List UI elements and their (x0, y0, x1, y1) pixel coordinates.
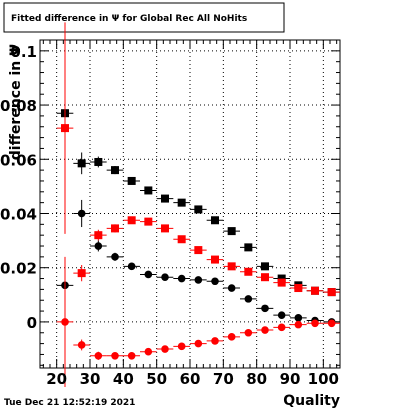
data-point (311, 286, 319, 295)
data-point (144, 217, 153, 226)
data-point (261, 262, 269, 271)
data-point (327, 288, 336, 297)
data-point (77, 209, 86, 218)
data-point (277, 278, 286, 287)
data-point (127, 352, 136, 360)
series-2 (56, 199, 340, 326)
data-point (211, 277, 219, 286)
x-tick-label: 100 (308, 370, 339, 388)
data-point (177, 274, 186, 283)
y-tick-label: 0.1 (10, 43, 37, 61)
x-tick-label: 70 (213, 370, 234, 388)
data-point (244, 295, 253, 303)
data-point (77, 341, 86, 349)
x-tick-label: 90 (280, 370, 301, 388)
data-point (161, 194, 169, 203)
data-point (327, 319, 336, 328)
x-tick-label: 20 (46, 370, 67, 388)
x-tick-label: 50 (146, 370, 167, 388)
x-tick-label: 80 (246, 370, 267, 388)
tick-labels: 20 30 40 50 60 70 80 90 100 0 0.02 0.04 0.06 0.08 0.1 (0, 43, 339, 388)
series-0 (56, 105, 340, 297)
y-axis-title: difference in Ψ (8, 44, 24, 160)
data-point (227, 262, 236, 271)
data-point (161, 273, 169, 281)
series-3 (56, 256, 340, 387)
y-tick-label: 0.06 (0, 151, 37, 169)
y-tick-label: 0 (27, 314, 37, 332)
data-point (244, 243, 253, 252)
data-point (277, 323, 286, 332)
data-point (177, 198, 186, 207)
data-point (227, 333, 236, 341)
data-point (294, 314, 303, 322)
y-tick-label: 0.02 (0, 260, 37, 278)
data-point (61, 124, 69, 133)
data-point (211, 255, 219, 264)
chart-title: Fitted difference in Ψ for Global Rec Al… (11, 14, 247, 24)
data-point (211, 216, 219, 225)
data-point (244, 328, 253, 337)
series-1 (56, 22, 340, 297)
data-point (61, 318, 69, 326)
data-point (94, 352, 103, 360)
data-point (161, 345, 169, 353)
data-point (211, 337, 219, 345)
y-tick-label: 0.08 (0, 97, 37, 115)
data-point (94, 157, 103, 166)
data-point (194, 339, 203, 348)
data-point (144, 270, 153, 279)
data-point (177, 342, 186, 351)
data-point (294, 284, 303, 293)
data-point (261, 326, 269, 334)
data-point (161, 224, 169, 233)
data-point (177, 235, 186, 244)
data-point (277, 274, 286, 283)
data-point (277, 311, 286, 319)
x-axis-title: Quality (283, 393, 340, 409)
data-point (227, 284, 236, 292)
x-tick-label: 30 (80, 370, 101, 388)
data-point (144, 347, 153, 356)
data-point (111, 224, 119, 233)
y-tick-label: 0.04 (0, 205, 37, 223)
data-point (227, 227, 236, 236)
data-point (244, 267, 253, 276)
data-point (311, 319, 319, 328)
data-point (127, 216, 136, 225)
data-point (77, 159, 86, 168)
data-point (111, 352, 119, 360)
data-point (111, 166, 119, 175)
data-point (94, 231, 103, 240)
data-point (127, 262, 136, 271)
data-point (127, 176, 136, 185)
x-tick-label: 60 (180, 370, 201, 388)
data-point (294, 320, 303, 329)
grid-lines (40, 40, 340, 368)
data-point (94, 242, 103, 250)
data-point (77, 269, 86, 278)
title-box: Fitted difference in Ψ for Global Rec Al… (3, 2, 285, 33)
data-point (144, 186, 153, 195)
x-tick-label: 40 (113, 370, 134, 388)
data-point (261, 304, 269, 313)
data-point (194, 205, 203, 214)
data-point (111, 253, 119, 261)
data-point (194, 246, 203, 255)
data-point (194, 276, 203, 284)
timestamp: Tue Dec 21 12:52:19 2021 (4, 398, 135, 408)
data-point (261, 273, 269, 282)
axis-ticks (40, 40, 340, 368)
data-points (56, 22, 340, 387)
